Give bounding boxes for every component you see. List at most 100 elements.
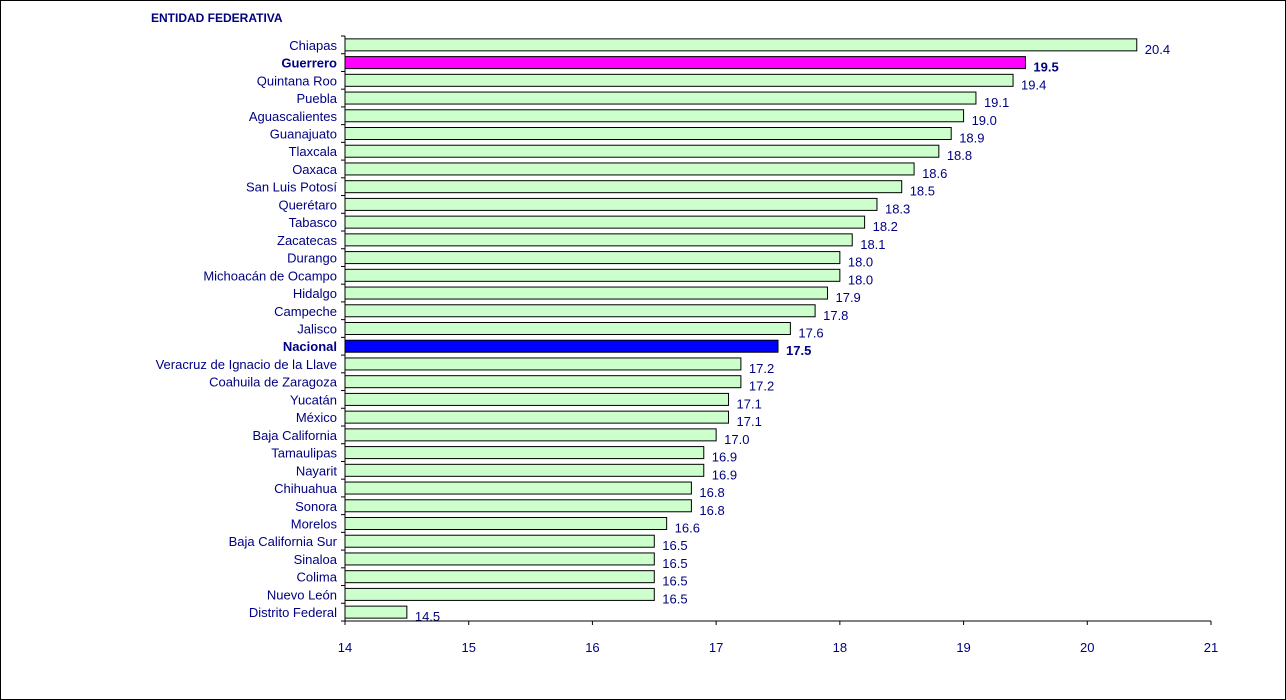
bar-queretaro (344, 197, 878, 211)
bar-nuevo-leon (344, 587, 655, 601)
bar-guanajuato (344, 127, 952, 140)
bar-san-luis-potosi (344, 180, 903, 194)
category-label-queretaro: Querétaro (278, 197, 337, 212)
value-label-morelos: 16.6 (675, 521, 700, 536)
value-label-guanajuato: 18.9 (959, 131, 984, 146)
value-label-aguascalientes: 19.0 (972, 113, 997, 128)
category-label-tlaxcala: Tlaxcala (289, 144, 338, 159)
bar-colima (344, 570, 655, 584)
bar-baja-california (344, 428, 717, 442)
bar-michoacan-de-ocampo (344, 268, 841, 282)
category-label-sonora: Sonora (295, 499, 338, 514)
bar-sonora (344, 499, 692, 513)
value-label-quintana-roo: 19.4 (1021, 77, 1046, 92)
value-label-tlaxcala: 18.8 (947, 148, 972, 163)
bar-hidalgo (344, 286, 828, 300)
category-label-hidalgo: Hidalgo (293, 286, 337, 301)
category-label-guerrero: Guerrero (281, 56, 337, 71)
bar-chiapas (344, 38, 1138, 52)
value-label-queretaro: 18.3 (885, 201, 910, 216)
value-label-nayarit: 16.9 (712, 467, 737, 482)
value-label-mexico: 17.1 (737, 414, 762, 429)
category-label-san-luis-potosi: San Luis Potosí (246, 180, 337, 195)
bar-distrito-federal (344, 605, 408, 619)
category-label-veracruz-de-ignacio-de-la-llave: Veracruz de Ignacio de la Llave (156, 357, 337, 372)
bar-jalisco (344, 322, 791, 335)
bar-zacatecas (344, 233, 853, 247)
bar-tamaulipas (344, 446, 705, 460)
bar-guerrero (344, 56, 1026, 70)
value-label-durango: 18.0 (848, 255, 873, 270)
category-label-zacatecas: Zacatecas (277, 233, 337, 248)
bar-puebla (344, 91, 977, 105)
category-label-nayarit: Nayarit (296, 463, 338, 478)
bar-sinaloa (344, 552, 655, 566)
value-label-sinaloa: 16.5 (662, 556, 687, 571)
category-label-guanajuato: Guanajuato (270, 127, 337, 142)
x-tick-label-17: 17 (709, 640, 723, 655)
bar-nayarit (344, 463, 705, 477)
x-tick-label-16: 16 (585, 640, 599, 655)
value-label-san-luis-potosi: 18.5 (910, 184, 935, 199)
category-label-baja-california: Baja California (252, 428, 337, 443)
bar-morelos (344, 517, 668, 530)
bar-veracruz-de-ignacio-de-la-llave (344, 357, 742, 371)
value-label-baja-california: 17.0 (724, 432, 749, 447)
bar-coahuila-de-zaragoza (344, 375, 742, 389)
x-tick-labels: 14 15 16 17 18 19 20 21 (338, 640, 1218, 655)
x-tick-label-19: 19 (956, 640, 970, 655)
x-tick-label-14: 14 (338, 640, 352, 655)
x-tick-label-20: 20 (1080, 640, 1094, 655)
category-label-campeche: Campeche (274, 304, 337, 319)
value-label-tamaulipas: 16.9 (712, 450, 737, 465)
category-label-tamaulipas: Tamaulipas (271, 446, 337, 461)
category-label-chihuahua: Chihuahua (274, 481, 338, 496)
value-label-yucatan: 17.1 (737, 396, 762, 411)
bar-campeche (344, 304, 816, 318)
category-label-sinaloa: Sinaloa (294, 552, 338, 567)
x-tick-label-21: 21 (1204, 640, 1218, 655)
value-label-puebla: 19.1 (984, 95, 1009, 110)
category-label-tabasco: Tabasco (289, 215, 337, 230)
value-label-nuevo-leon: 16.5 (662, 591, 687, 606)
value-label-michoacan-de-ocampo: 18.0 (848, 272, 873, 287)
bar-mexico (344, 410, 730, 424)
value-labels: 20.4 19.5 19.4 19.1 19.0 18.9 18.818.6 18.518.3… (415, 42, 1170, 624)
category-label-puebla: Puebla (297, 91, 338, 106)
bar-yucatan (344, 392, 730, 406)
category-label-oaxaca: Oaxaca (292, 162, 338, 177)
bar-baja-california-sur (344, 534, 655, 548)
value-label-sonora: 16.8 (699, 503, 724, 518)
y-axis-title: ENTIDAD FEDERATIVA (151, 11, 283, 25)
value-label-jalisco: 17.6 (798, 326, 823, 341)
value-label-veracruz-de-ignacio-de-la-llave: 17.2 (749, 361, 774, 376)
x-tick-label-18: 18 (833, 640, 847, 655)
bar-chihuahua (344, 481, 692, 495)
bar-quintana-roo (344, 73, 1014, 87)
category-label-yucatan: Yucatán (290, 392, 337, 407)
value-label-coahuila-de-zaragoza: 17.2 (749, 379, 774, 394)
value-label-baja-california-sur: 16.5 (662, 538, 687, 553)
value-label-hidalgo: 17.9 (835, 290, 860, 305)
value-label-colima: 16.5 (662, 574, 687, 589)
category-label-mexico: México (296, 410, 337, 425)
category-label-jalisco: Jalisco (297, 322, 337, 337)
category-label-durango: Durango (287, 251, 337, 266)
value-label-zacatecas: 18.1 (860, 237, 885, 252)
category-label-colima: Colima (297, 570, 338, 585)
bar-tlaxcala (344, 144, 940, 158)
category-label-nacional: Nacional (283, 339, 337, 354)
category-label-morelos: Morelos (291, 517, 338, 532)
category-label-chiapas: Chiapas (289, 38, 337, 53)
value-label-distrito-federal: 14.5 (415, 609, 440, 624)
category-label-distrito-federal: Distrito Federal (249, 605, 337, 620)
value-label-campeche: 17.8 (823, 308, 848, 323)
category-label-quintana-roo: Quintana Roo (257, 73, 337, 88)
bar-nacional (344, 339, 779, 353)
category-label-nuevo-leon: Nuevo León (267, 587, 337, 602)
axes (341, 35, 1212, 625)
value-label-chihuahua: 16.8 (699, 485, 724, 500)
bars-group (344, 38, 1138, 619)
bar-oaxaca (344, 162, 915, 176)
